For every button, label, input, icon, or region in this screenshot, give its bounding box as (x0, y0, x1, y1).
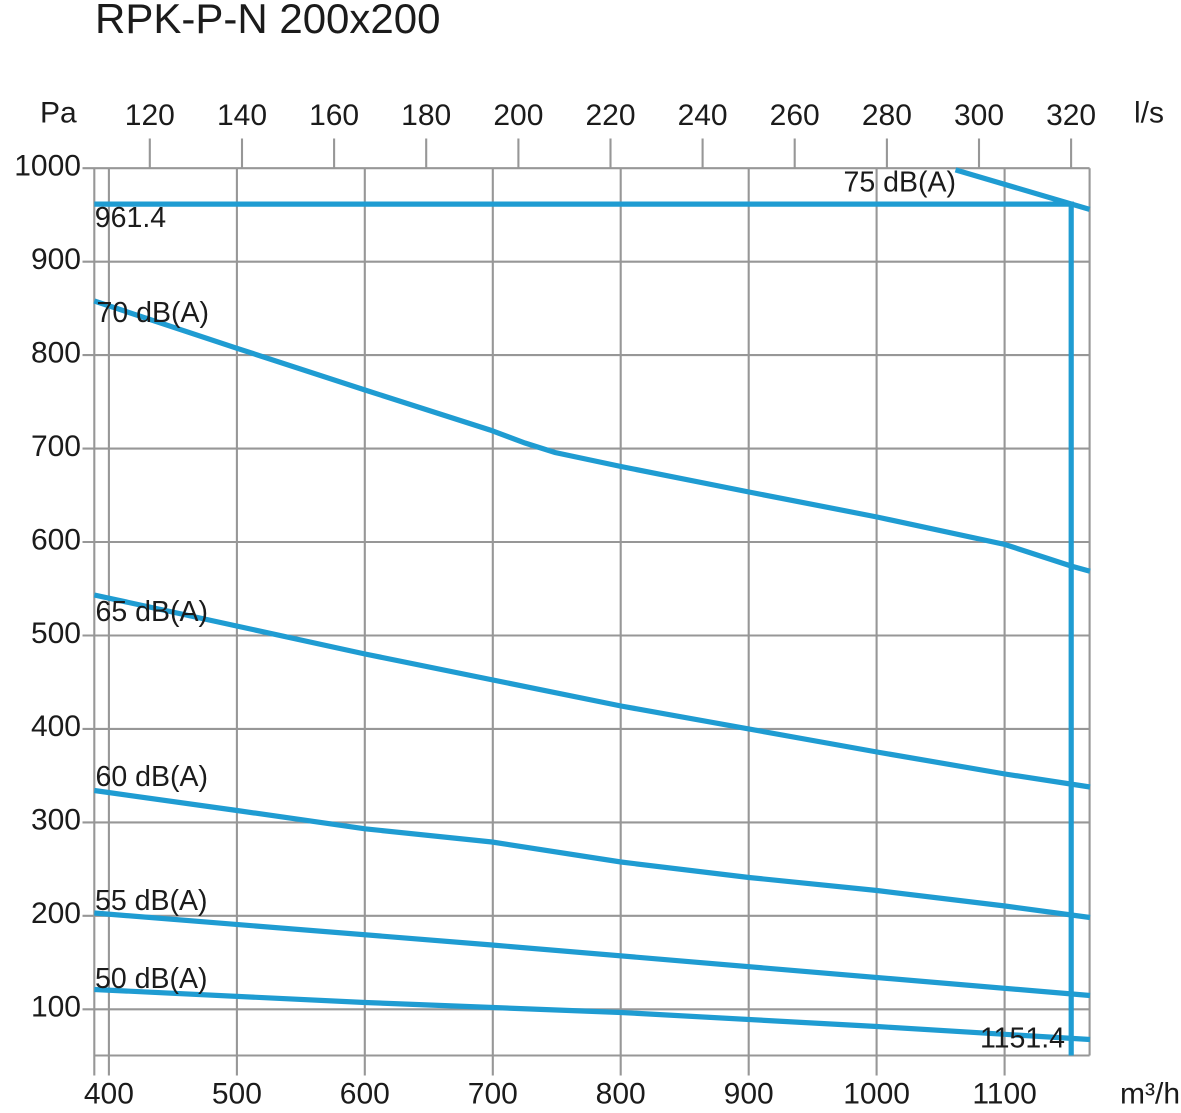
svg-text:400: 400 (31, 710, 81, 743)
svg-text:1151.4: 1151.4 (980, 1023, 1065, 1055)
svg-text:1100: 1100 (972, 1078, 1037, 1111)
svg-text:280: 280 (862, 99, 912, 132)
svg-text:400: 400 (84, 1078, 134, 1111)
svg-text:240: 240 (678, 99, 728, 132)
svg-text:900: 900 (31, 243, 81, 276)
svg-text:800: 800 (596, 1078, 646, 1111)
svg-text:55 dB(A): 55 dB(A) (95, 885, 207, 917)
svg-text:260: 260 (770, 99, 820, 132)
svg-text:700: 700 (468, 1078, 518, 1111)
svg-text:300: 300 (31, 804, 81, 837)
svg-text:160: 160 (309, 99, 359, 132)
svg-text:Pa: Pa (40, 97, 77, 130)
svg-text:120: 120 (125, 99, 175, 132)
svg-text:600: 600 (31, 523, 81, 556)
svg-text:75 dB(A): 75 dB(A) (844, 167, 956, 199)
svg-text:200: 200 (31, 897, 81, 930)
svg-text:140: 140 (217, 99, 267, 132)
svg-text:700: 700 (31, 430, 81, 463)
svg-text:100: 100 (31, 991, 81, 1024)
svg-text:220: 220 (585, 99, 635, 132)
svg-text:RPK-P-N 200x200: RPK-P-N 200x200 (95, 0, 441, 42)
svg-text:1000: 1000 (843, 1078, 910, 1111)
svg-text:800: 800 (31, 336, 81, 369)
svg-text:200: 200 (493, 99, 543, 132)
svg-text:180: 180 (401, 99, 451, 132)
svg-text:500: 500 (31, 617, 81, 650)
svg-text:m³/h: m³/h (1120, 1078, 1180, 1111)
svg-text:65 dB(A): 65 dB(A) (96, 596, 208, 628)
svg-text:1000: 1000 (14, 150, 81, 183)
svg-text:900: 900 (724, 1078, 774, 1111)
svg-text:300: 300 (954, 99, 1004, 132)
svg-text:l/s: l/s (1134, 97, 1164, 130)
svg-text:500: 500 (212, 1078, 262, 1111)
svg-text:961.4: 961.4 (95, 202, 166, 234)
svg-text:60 dB(A): 60 dB(A) (96, 761, 208, 793)
svg-text:320: 320 (1046, 99, 1096, 132)
svg-text:70 dB(A): 70 dB(A) (97, 297, 209, 329)
svg-text:600: 600 (340, 1078, 390, 1111)
svg-text:50 dB(A): 50 dB(A) (95, 963, 207, 995)
